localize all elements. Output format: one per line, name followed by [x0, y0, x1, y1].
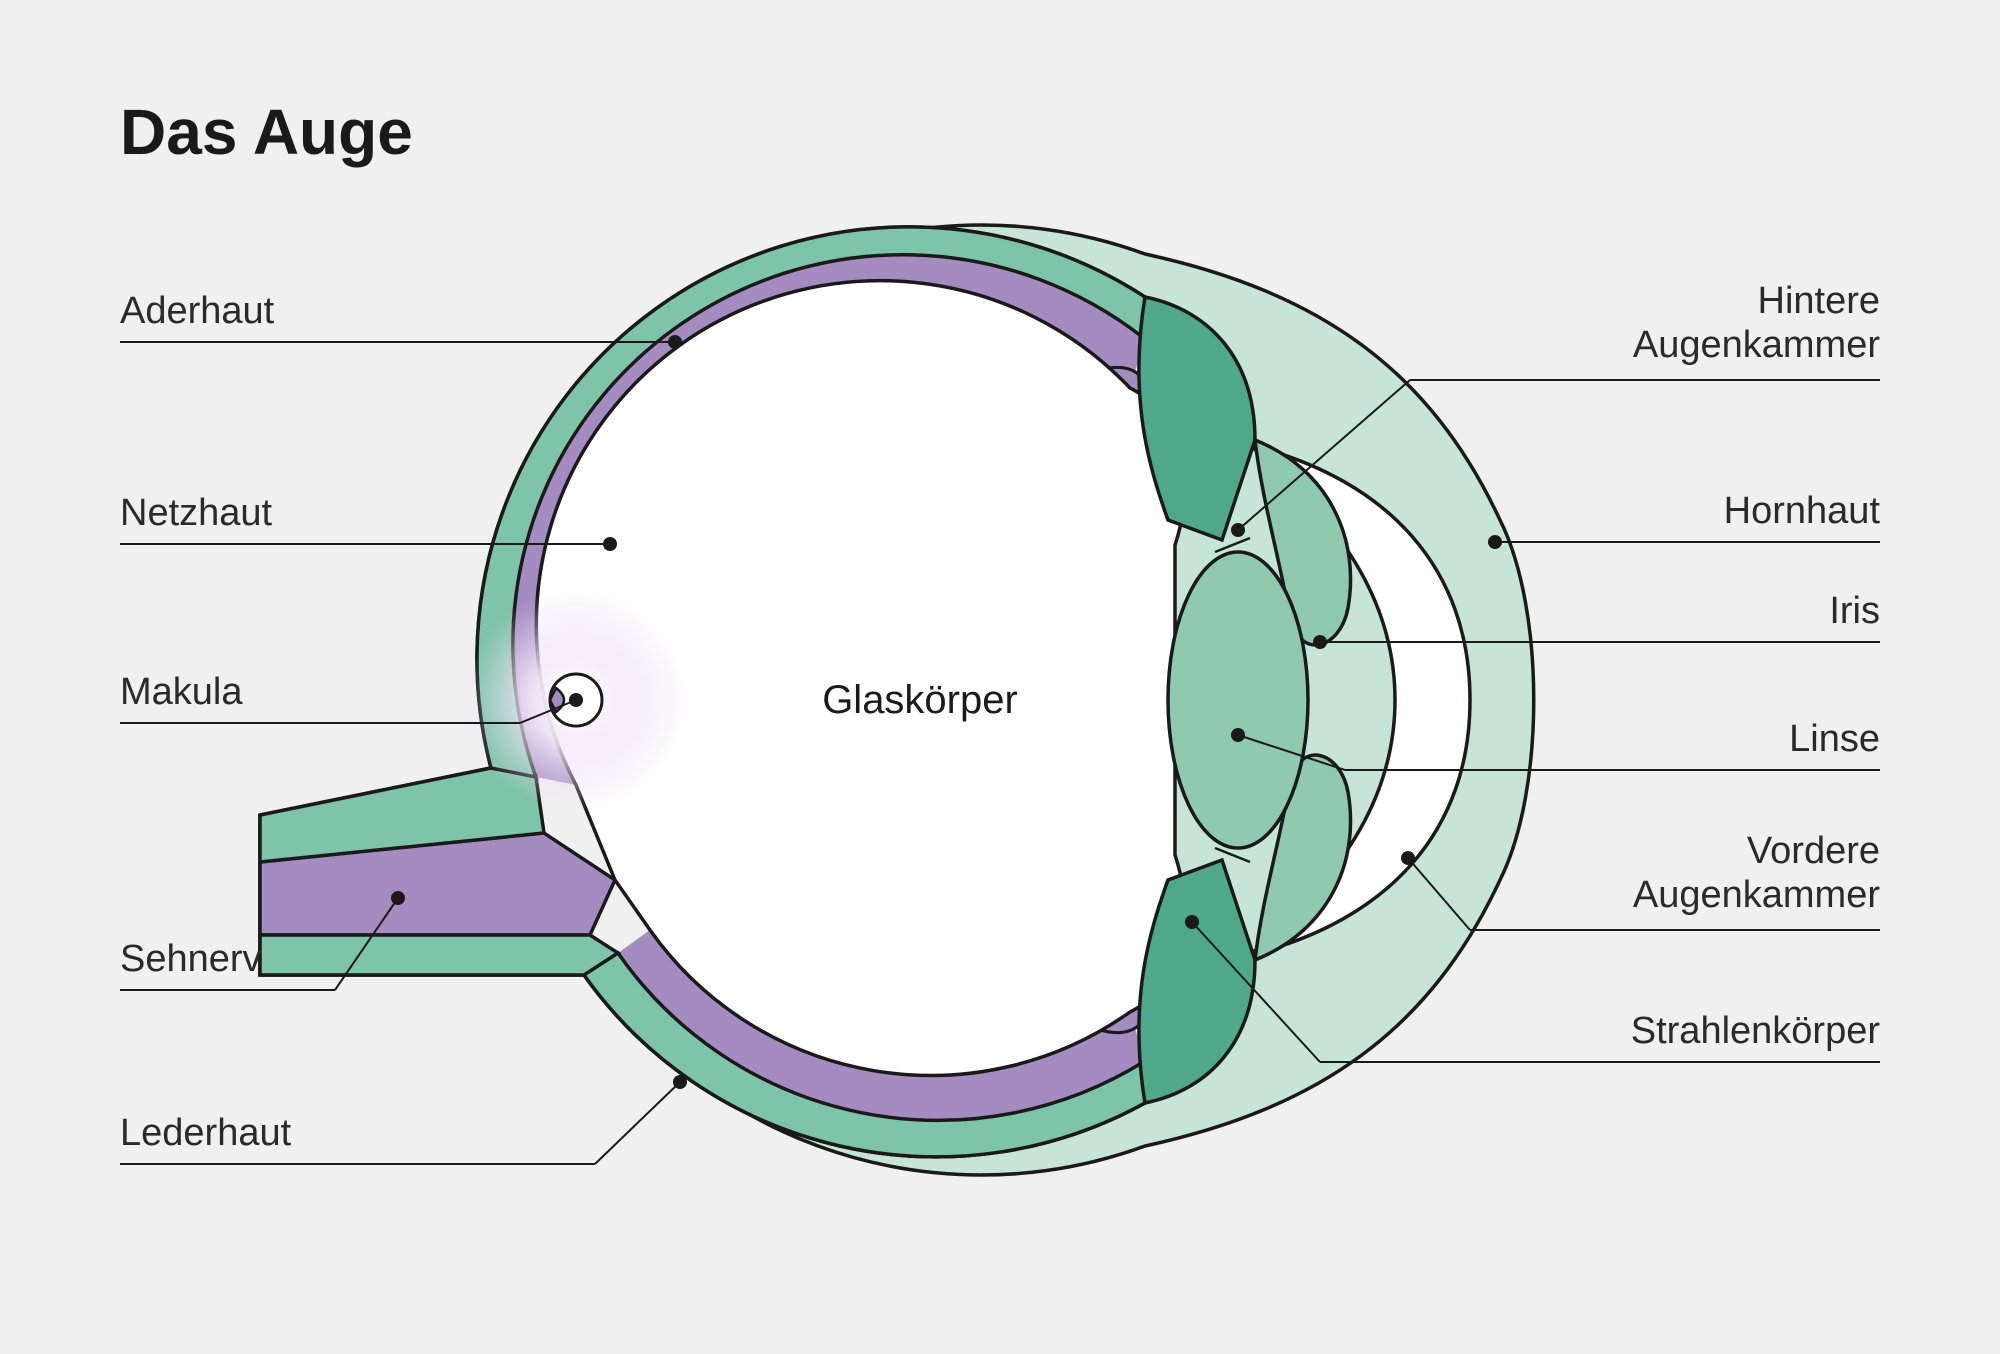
label-makula: Makula [120, 671, 243, 715]
label-vordere-augenkammer: Vordere Augenkammer [1633, 830, 1880, 917]
label-glaskoerper: Glaskörper [820, 678, 1020, 723]
lens [1168, 552, 1308, 848]
label-lederhaut: Lederhaut [120, 1112, 291, 1156]
optic-nerve-choroid-lower [260, 935, 618, 975]
label-strahlenkoerper: Strahlenkörper [1631, 1010, 1880, 1054]
label-iris: Iris [1829, 590, 1880, 634]
label-hintere-augenkammer: Hintere Augenkammer [1633, 280, 1880, 367]
eye-svg [0, 0, 2000, 1354]
eye-diagram-container: Das Auge [0, 0, 2000, 1354]
label-linse: Linse [1789, 718, 1880, 762]
label-sehnerv: Sehnerv [120, 938, 262, 982]
label-hornhaut: Hornhaut [1724, 490, 1880, 534]
label-netzhaut: Netzhaut [120, 492, 272, 536]
label-aderhaut: Aderhaut [120, 290, 274, 334]
